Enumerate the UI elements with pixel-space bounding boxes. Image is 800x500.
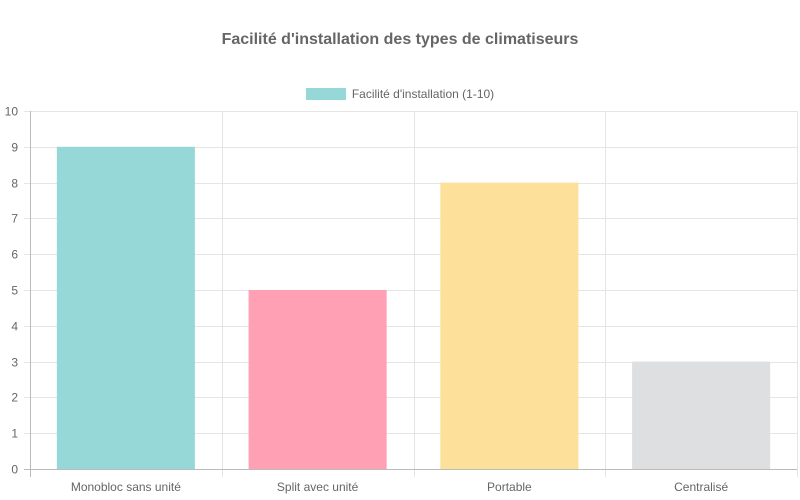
y-tick-label: 10 xyxy=(5,105,19,119)
bar xyxy=(440,182,579,469)
chart-title: Facilité d'installation des types de cli… xyxy=(221,31,579,48)
y-tick-label: 1 xyxy=(11,427,18,441)
y-tick-label: 7 xyxy=(11,212,18,226)
bar xyxy=(56,146,195,470)
chart-legend[interactable]: Facilité d'installation (1-10) xyxy=(0,87,800,101)
legend-swatch xyxy=(305,88,346,100)
legend-label: Facilité d'installation (1-10) xyxy=(351,87,495,101)
bars xyxy=(56,146,771,470)
y-tick-label: 0 xyxy=(11,463,18,477)
y-tick-label: 5 xyxy=(11,284,18,298)
x-tick-label: Portable xyxy=(487,480,532,494)
tick-labels: 0 1 2 3 4 5 6 7 8 9 10 Monobloc sans unité Split ave… xyxy=(5,105,729,495)
y-tick-label: 3 xyxy=(11,356,18,370)
y-tick-label: 2 xyxy=(11,391,18,405)
bar xyxy=(248,290,387,469)
y-tick-label: 8 xyxy=(11,177,18,191)
x-tick-label: Centralisé xyxy=(674,480,728,494)
y-tick-label: 4 xyxy=(11,320,18,334)
y-tick-label: 9 xyxy=(11,141,18,155)
x-tick-label: Split avec unité xyxy=(277,480,359,494)
bar xyxy=(632,361,771,469)
x-tick-label: Monobloc sans unité xyxy=(71,480,181,494)
y-tick-label: 6 xyxy=(11,248,18,262)
